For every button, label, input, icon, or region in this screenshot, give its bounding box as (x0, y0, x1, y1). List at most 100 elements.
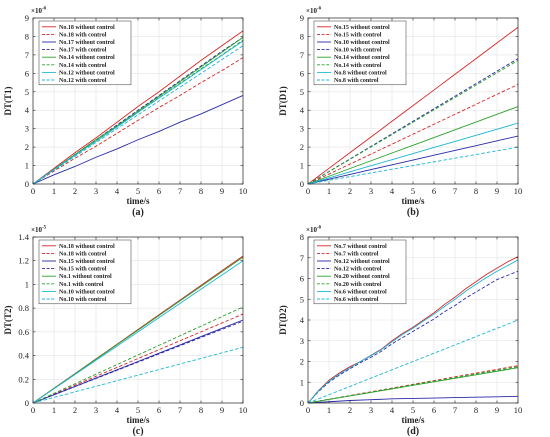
x-axis-label: time/s (127, 415, 150, 425)
legend-box (38, 239, 132, 305)
x-tick-label: 3 (369, 405, 373, 415)
legend-entry: No.20 with control (334, 282, 382, 288)
y-tick-label: 1.4 (18, 232, 29, 242)
x-tick-label: 5 (411, 186, 415, 196)
legend-entry: No.18 with control (59, 32, 107, 38)
legend-entry: No.12 with control (334, 267, 382, 273)
legend-entry: No.1 without control (59, 274, 112, 280)
x-axis-label: time/s (402, 415, 425, 425)
y-tick-label: 2 (300, 142, 304, 152)
series-line (307, 135, 519, 185)
panel-caption: (a) (132, 207, 144, 218)
y-tick-label: 7 (300, 50, 304, 60)
legend-entry: No.10 with control (334, 48, 382, 54)
legend-entry: No.7 without control (334, 244, 387, 250)
legend-box (313, 20, 407, 86)
series-line (32, 45, 244, 185)
y-tick-label: 2 (25, 142, 29, 152)
x-tick-label: 1 (52, 186, 56, 196)
legend-entry: No.18 with control (59, 251, 107, 257)
x-tick-label: 10 (239, 186, 248, 196)
y-axis-multiplier-exponent: -6 (317, 226, 322, 231)
legend-entry: No.6 without control (334, 289, 387, 295)
y-tick-label: 0 (25, 398, 29, 408)
panel-caption: (c) (132, 426, 143, 437)
x-tick-label: 9 (495, 405, 499, 415)
legend-entry: No.7 with control (334, 251, 379, 257)
legend-entry: No.10 with control (59, 297, 107, 303)
x-tick-label: 4 (390, 186, 395, 196)
series-lines (307, 26, 519, 185)
series-line (307, 395, 519, 404)
x-tick-label: 2 (348, 405, 352, 415)
series-line (32, 346, 244, 404)
legend-entry: No.15 without control (59, 259, 115, 265)
y-tick-label: 8 (25, 31, 29, 41)
y-tick-label: 1 (25, 161, 29, 171)
y-tick-label: 4 (300, 315, 305, 325)
y-tick-label: 1 (300, 377, 304, 387)
y-tick-label: 8 (300, 31, 304, 41)
y-tick-label: 3 (300, 336, 304, 346)
series-line (32, 256, 244, 404)
x-tick-label: 10 (514, 186, 523, 196)
y-tick-label: 0.4 (18, 351, 29, 361)
y-tick-label: 0 (25, 179, 29, 189)
x-tick-label: 0 (306, 405, 310, 415)
legend-entry: No.17 with control (59, 48, 107, 54)
line-chart: 0 1 2 3 4 5 6 7 8 9 100123456789×10-6time/sDT(T1)(… (3, 7, 248, 219)
legend-entry: No.12 without control (334, 259, 390, 265)
series-line (32, 30, 244, 185)
x-tick-label: 6 (432, 186, 436, 196)
y-tick-label: 6 (300, 274, 304, 284)
y-tick-label: 0 (300, 398, 304, 408)
x-tick-label: 5 (136, 405, 140, 415)
series-line (32, 260, 244, 404)
legend-entry: No.10 without control (334, 40, 390, 46)
x-tick-label: 2 (73, 186, 77, 196)
x-tick-label: 7 (178, 186, 182, 196)
y-axis-label: DT(D1) (278, 86, 288, 116)
legend-entry: No.6 with control (334, 297, 379, 303)
legend-entry: No.14 with control (334, 63, 382, 69)
series-lines (32, 30, 244, 185)
legend-entry: No.12 without control (59, 70, 115, 76)
x-tick-label: 9 (495, 186, 499, 196)
series-line (307, 146, 519, 185)
x-tick-label: 1 (52, 405, 56, 415)
x-tick-label: 9 (220, 405, 224, 415)
x-tick-label: 7 (453, 186, 457, 196)
series-line (307, 26, 519, 185)
series-line (32, 95, 244, 185)
legend-entry: No.15 with control (334, 32, 382, 38)
legend-entry: No.8 without control (334, 70, 387, 76)
y-tick-label: 4 (300, 105, 305, 115)
y-tick-label: 9 (25, 13, 29, 23)
x-tick-label: 5 (136, 186, 140, 196)
y-axis-label: DT(D2) (278, 305, 288, 335)
series-line (307, 366, 519, 404)
legend-entry: No.1 with control (59, 282, 104, 288)
series-line (32, 57, 244, 185)
legend-entry: No.17 without control (59, 40, 115, 46)
x-tick-label: 7 (178, 405, 182, 415)
series-line (32, 320, 244, 404)
x-tick-label: 4 (115, 405, 120, 415)
y-axis-multiplier: ×10-5 (31, 226, 47, 235)
x-tick-label: 4 (390, 405, 395, 415)
x-tick-label: 3 (94, 186, 98, 196)
x-tick-label: 8 (199, 186, 203, 196)
y-axis-multiplier-base: ×10 (31, 7, 42, 15)
y-tick-label: 0.8 (18, 303, 29, 313)
chart-panel-b: 0 1 2 3 4 5 6 7 8 9 10 0 1 2 3 4 5 6 7 8 9 ×10-6 time/s DT(D1)(… (275, 0, 550, 219)
y-tick-label: 6 (25, 68, 29, 78)
x-tick-label: 6 (432, 405, 436, 415)
panel-caption: (b) (407, 207, 419, 218)
legend-box (313, 239, 407, 305)
legend-entry: No.10 without control (59, 289, 115, 295)
series-lines (307, 256, 519, 404)
series-line (307, 256, 519, 404)
x-tick-label: 1 (327, 186, 331, 196)
legend-entry: No.14 without control (334, 55, 390, 61)
